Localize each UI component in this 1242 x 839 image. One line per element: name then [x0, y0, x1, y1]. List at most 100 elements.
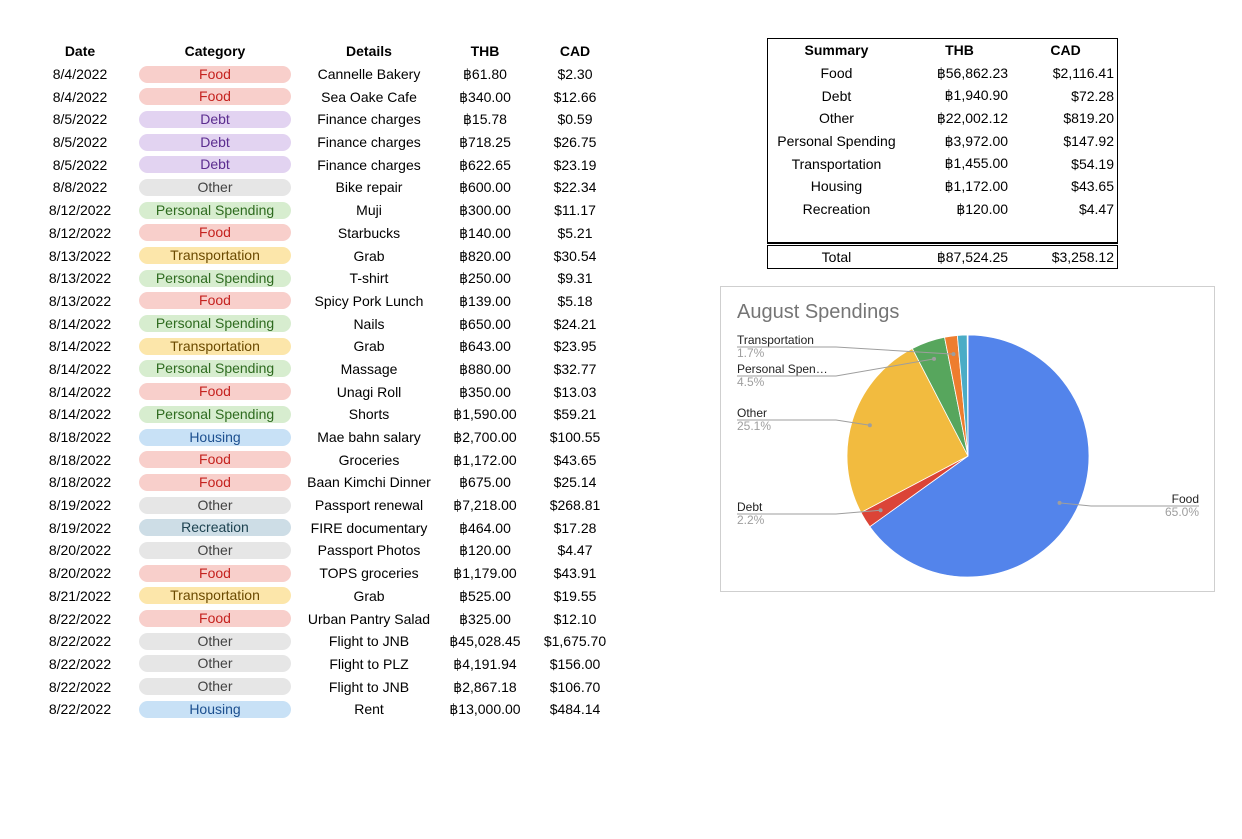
details-cell[interactable]: Starbucks — [337, 224, 401, 241]
cad-cell[interactable]: $13.03 — [553, 383, 597, 400]
thb-cell[interactable]: ฿120.00 — [459, 542, 511, 559]
details-cell[interactable]: Bike repair — [335, 179, 403, 196]
header-thb[interactable]: THB — [470, 43, 500, 60]
summary-thb[interactable]: ฿1,455.00 — [944, 155, 1009, 172]
cad-cell[interactable]: $43.91 — [553, 565, 597, 582]
category-chip[interactable]: Food — [139, 383, 291, 401]
thb-cell[interactable]: ฿718.25 — [459, 134, 511, 151]
date-cell[interactable]: 8/5/2022 — [52, 134, 108, 151]
category-chip[interactable]: Personal Spending — [139, 269, 291, 287]
date-cell[interactable]: 8/5/2022 — [52, 111, 108, 128]
details-cell[interactable]: Mae bahn salary — [317, 429, 421, 446]
date-cell[interactable]: 8/13/2022 — [48, 247, 112, 264]
category-cell[interactable]: Personal Spending — [132, 312, 298, 335]
cad-cell[interactable]: $268.81 — [549, 497, 601, 514]
category-chip[interactable]: Personal Spending — [139, 405, 291, 423]
cad-cell[interactable]: $19.55 — [553, 587, 597, 604]
category-chip[interactable]: Food — [139, 610, 291, 628]
category-cell[interactable]: Food — [132, 562, 298, 585]
summary-category[interactable]: Housing — [810, 178, 863, 195]
thb-cell[interactable]: ฿340.00 — [459, 88, 511, 105]
date-cell[interactable]: 8/22/2022 — [48, 701, 112, 718]
header-details[interactable]: Details — [346, 43, 392, 60]
details-cell[interactable]: Flight to JNB — [328, 633, 410, 650]
date-cell[interactable]: 8/18/2022 — [48, 451, 112, 468]
pie-slice-food[interactable] — [869, 334, 1090, 578]
date-cell[interactable]: 8/18/2022 — [48, 429, 112, 446]
cad-cell[interactable]: $484.14 — [549, 701, 601, 718]
thb-cell[interactable]: ฿325.00 — [459, 610, 511, 627]
summary-thb[interactable]: ฿1,172.00 — [944, 177, 1009, 194]
date-cell[interactable]: 8/4/2022 — [52, 88, 108, 105]
summary-cad[interactable]: $54.19 — [1071, 155, 1114, 172]
thb-cell[interactable]: ฿643.00 — [459, 338, 511, 355]
thb-cell[interactable]: ฿7,218.00 — [453, 497, 517, 514]
cad-cell[interactable]: $22.34 — [553, 179, 597, 196]
summary-cad[interactable]: $43.65 — [1071, 178, 1114, 195]
date-cell[interactable]: 8/4/2022 — [52, 66, 108, 83]
date-cell[interactable]: 8/12/2022 — [48, 202, 112, 219]
thb-cell[interactable]: ฿650.00 — [459, 315, 511, 332]
details-cell[interactable]: Passport Photos — [317, 542, 421, 559]
thb-cell[interactable]: ฿820.00 — [459, 247, 511, 264]
category-chip[interactable]: Debt — [139, 110, 291, 128]
date-cell[interactable]: 8/19/2022 — [48, 519, 112, 536]
thb-cell[interactable]: ฿250.00 — [459, 270, 511, 287]
thb-cell[interactable]: ฿675.00 — [459, 474, 511, 491]
category-cell[interactable]: Personal Spending — [132, 358, 298, 381]
category-chip[interactable]: Personal Spending — [139, 360, 291, 378]
category-cell[interactable]: Other — [132, 653, 298, 676]
details-cell[interactable]: Finance charges — [317, 111, 421, 128]
details-cell[interactable]: Flight to JNB — [328, 678, 410, 695]
summary-header-thb[interactable]: THB — [945, 42, 974, 59]
category-chip[interactable]: Food — [139, 224, 291, 242]
summary-category[interactable]: Transportation — [791, 155, 882, 172]
summary-category[interactable]: Other — [818, 110, 854, 127]
date-cell[interactable]: 8/13/2022 — [48, 270, 112, 287]
cad-cell[interactable]: $25.14 — [553, 474, 597, 491]
category-chip[interactable]: Personal Spending — [139, 315, 291, 333]
category-chip[interactable]: Other — [139, 678, 291, 696]
summary-thb[interactable]: ฿56,862.23 — [936, 64, 1009, 81]
category-cell[interactable]: Food — [132, 471, 298, 494]
details-cell[interactable]: TOPS groceries — [319, 565, 419, 582]
thb-cell[interactable]: ฿1,179.00 — [453, 565, 517, 582]
category-cell[interactable]: Other — [132, 630, 298, 653]
date-cell[interactable]: 8/20/2022 — [48, 565, 112, 582]
cad-cell[interactable]: $23.95 — [553, 338, 597, 355]
summary-cad[interactable]: $72.28 — [1071, 87, 1114, 104]
details-cell[interactable]: Grab — [353, 247, 385, 264]
category-cell[interactable]: Food — [132, 607, 298, 630]
category-cell[interactable]: Transportation — [132, 335, 298, 358]
total-cad[interactable]: $3,258.12 — [1051, 249, 1114, 265]
category-chip[interactable]: Recreation — [139, 519, 291, 537]
cad-cell[interactable]: $24.21 — [553, 315, 597, 332]
cad-cell[interactable]: $23.19 — [553, 156, 597, 173]
category-chip[interactable]: Food — [139, 292, 291, 310]
category-cell[interactable]: Other — [132, 494, 298, 517]
cad-cell[interactable]: $106.70 — [549, 678, 601, 695]
cad-cell[interactable]: $156.00 — [549, 655, 601, 672]
cad-cell[interactable]: $30.54 — [553, 247, 597, 264]
cad-cell[interactable]: $9.31 — [557, 270, 593, 287]
thb-cell[interactable]: ฿350.00 — [459, 383, 511, 400]
details-cell[interactable]: Flight to PLZ — [329, 655, 409, 672]
category-chip[interactable]: Debt — [139, 156, 291, 174]
category-cell[interactable]: Food — [132, 63, 298, 86]
category-chip[interactable]: Other — [139, 541, 291, 559]
category-cell[interactable]: Other — [132, 675, 298, 698]
category-cell[interactable]: Personal Spending — [132, 267, 298, 290]
summary-cad[interactable]: $147.92 — [1063, 133, 1114, 150]
date-cell[interactable]: 8/19/2022 — [48, 497, 112, 514]
cad-cell[interactable]: $0.59 — [557, 111, 593, 128]
thb-cell[interactable]: ฿45,028.45 — [449, 633, 521, 650]
cad-cell[interactable]: $26.75 — [553, 134, 597, 151]
date-cell[interactable]: 8/22/2022 — [48, 633, 112, 650]
category-cell[interactable]: Food — [132, 85, 298, 108]
thb-cell[interactable]: ฿600.00 — [459, 179, 511, 196]
date-cell[interactable]: 8/21/2022 — [48, 587, 112, 604]
summary-header-category[interactable]: Summary — [804, 42, 869, 59]
date-cell[interactable]: 8/22/2022 — [48, 678, 112, 695]
cad-cell[interactable]: $4.47 — [557, 542, 593, 559]
date-cell[interactable]: 8/14/2022 — [48, 406, 112, 423]
